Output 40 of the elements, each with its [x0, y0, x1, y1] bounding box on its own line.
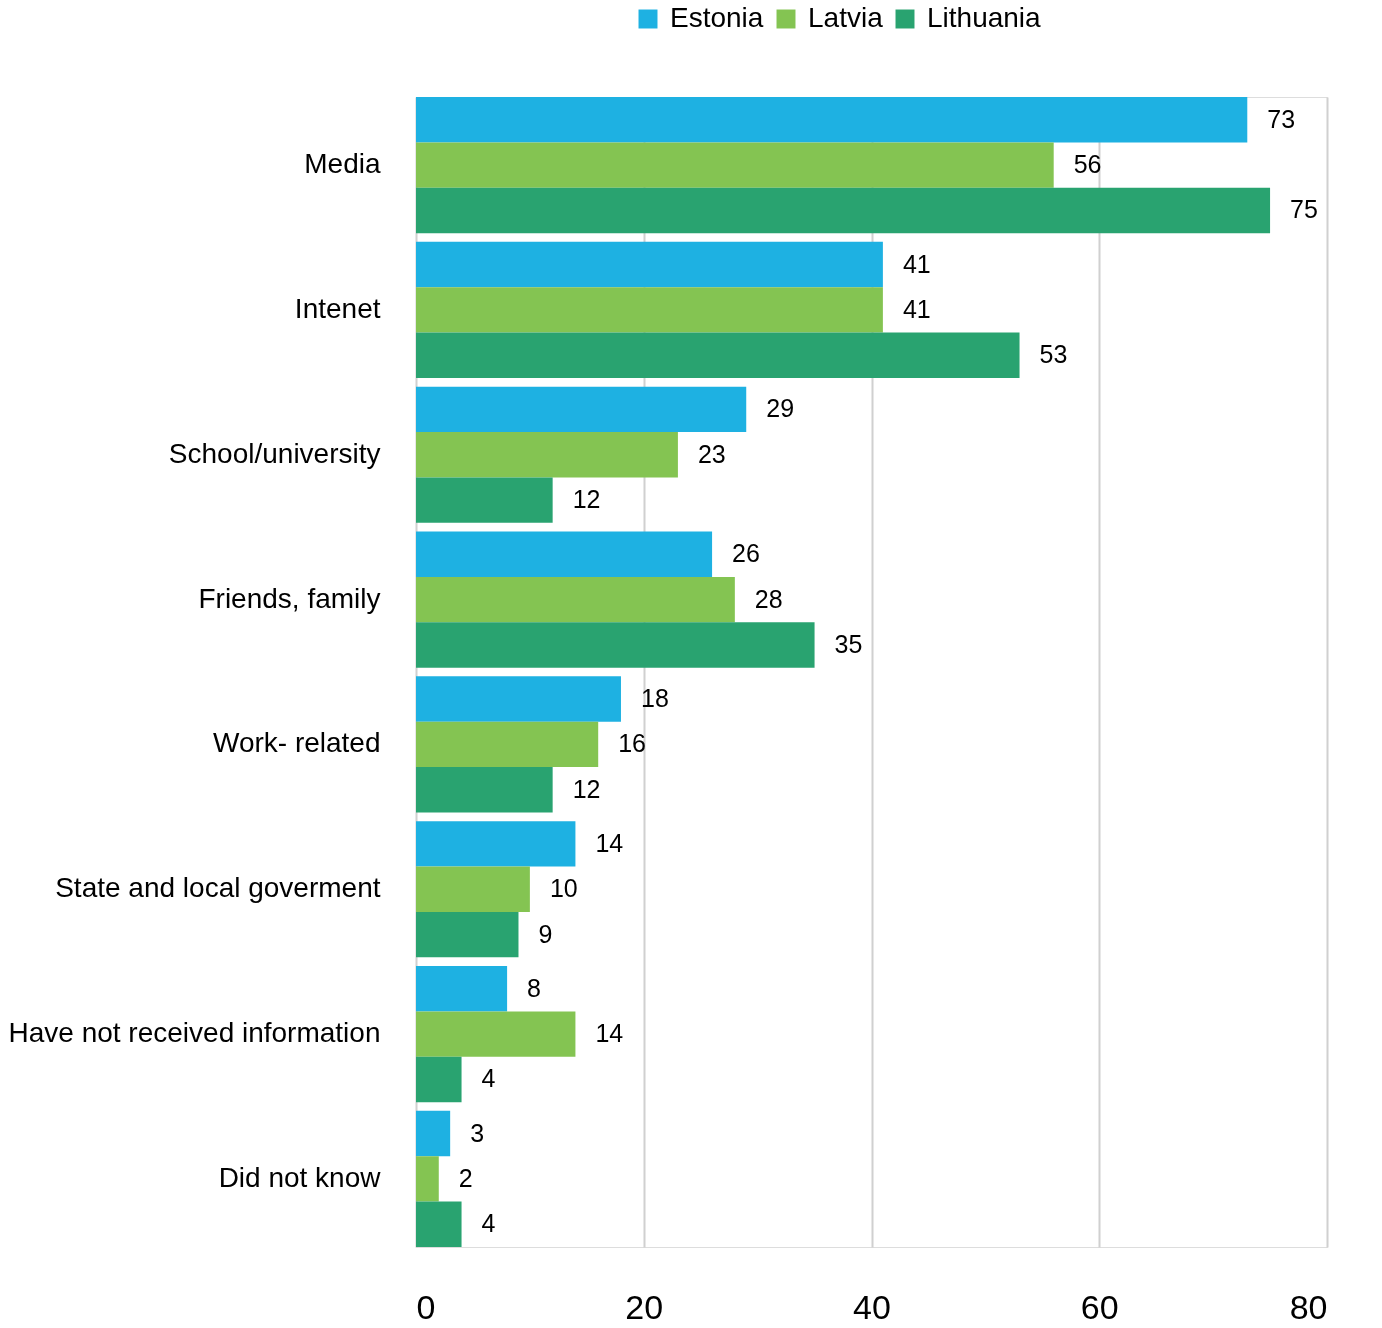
- data-label: 10: [549, 874, 578, 903]
- data-label: 41: [902, 294, 931, 323]
- data-label: 73: [1267, 104, 1296, 133]
- data-label: 12: [572, 485, 601, 514]
- data-label: 8: [527, 973, 542, 1002]
- y-tick-label: Intenet: [294, 292, 381, 324]
- data-label: 12: [572, 774, 601, 803]
- data-label: 28: [754, 584, 783, 613]
- x-tick-label: 0: [416, 1287, 436, 1326]
- x-tick-label: 40: [853, 1287, 891, 1326]
- y-tick-label: Have not received information: [8, 1017, 381, 1049]
- data-label: 26: [732, 539, 760, 568]
- data-label: 29: [766, 394, 795, 423]
- x-tick-label: 20: [625, 1287, 664, 1326]
- data-label: 9: [538, 919, 553, 948]
- y-tick-label: State and local goverment: [55, 872, 381, 904]
- y-tick-label: Did not know: [218, 1161, 382, 1193]
- data-label: 53: [1039, 340, 1068, 369]
- data-label: 14: [595, 1019, 624, 1048]
- x-tick-label: 80: [1289, 1287, 1328, 1326]
- legend-label: Latvia: [808, 2, 884, 33]
- data-label: 14: [595, 828, 624, 857]
- legend-label: Lithuania: [927, 2, 1042, 33]
- data-label: 3: [470, 1118, 485, 1147]
- y-tick-label: School/university: [168, 437, 381, 469]
- data-label: 2: [458, 1163, 473, 1192]
- x-tick-label: 60: [1080, 1287, 1119, 1326]
- data-label: 18: [640, 684, 669, 713]
- y-tick-label: Media: [304, 148, 381, 180]
- data-label: 4: [481, 1064, 496, 1093]
- data-label: 16: [618, 729, 647, 758]
- data-label: 56: [1073, 150, 1102, 179]
- data-label: 23: [697, 439, 726, 468]
- y-tick-label: Work- related: [212, 727, 381, 759]
- data-label: 4: [481, 1209, 496, 1238]
- data-label: 35: [834, 629, 863, 658]
- data-label: 75: [1290, 195, 1318, 224]
- y-tick-label: Friends, family: [198, 582, 381, 614]
- data-label: 41: [902, 249, 931, 278]
- legend-label: Estonia: [670, 2, 764, 33]
